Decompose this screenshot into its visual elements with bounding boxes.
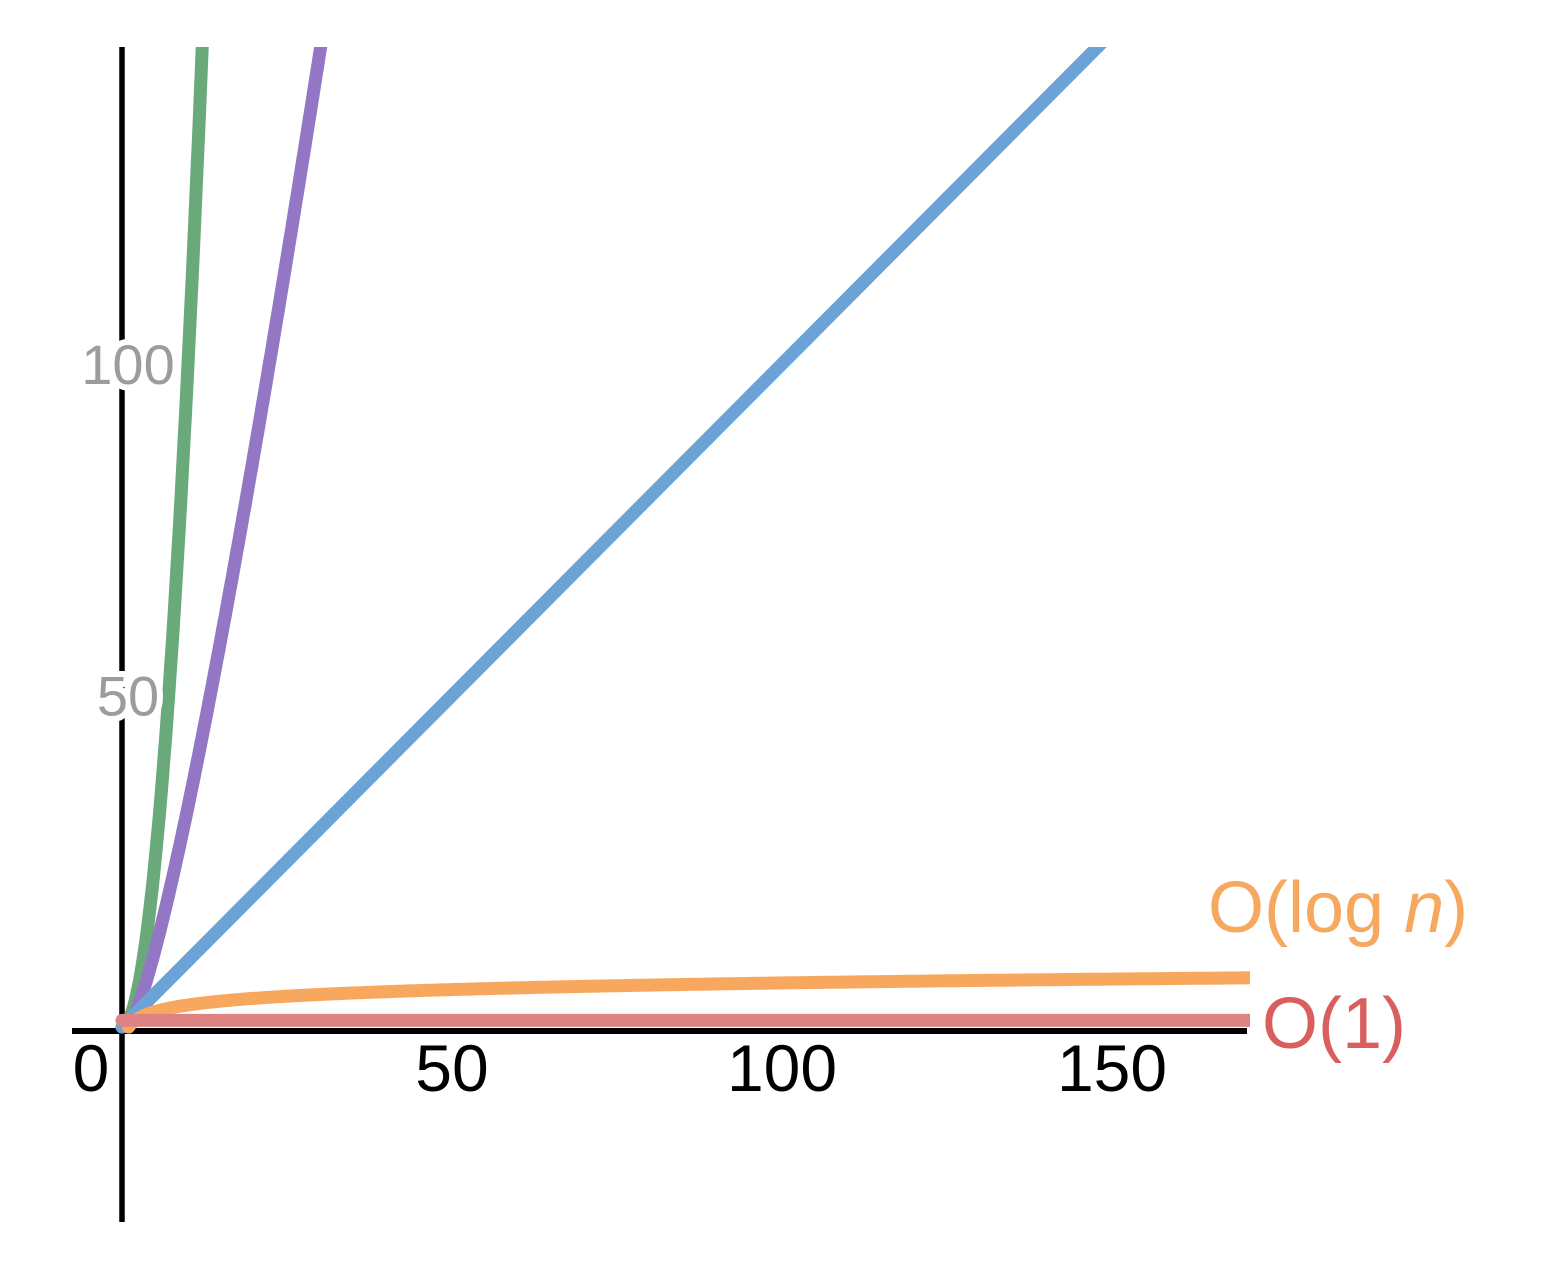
curve-label-log-n: O(log n) <box>1208 872 1468 944</box>
curve-label-log-n-prefix: O(log <box>1208 868 1405 948</box>
y-tick-label-50: 50 <box>97 665 159 728</box>
curve-label-log-n-variable: n <box>1404 868 1445 948</box>
curve-linearithmic <box>122 47 328 1034</box>
curves-group <box>115 47 1250 1034</box>
curve-label-log-n-suffix: ) <box>1444 868 1469 948</box>
curve-label-constant: O(1) <box>1262 984 1406 1064</box>
curve-logarithmic <box>122 971 1250 1034</box>
y-tick-label-100: 100 <box>81 333 174 396</box>
x-tick-label-50: 50 <box>415 1031 488 1105</box>
x-tick-label-150: 150 <box>1057 1031 1167 1105</box>
x-tick-label-0: 0 <box>73 1031 110 1105</box>
x-tick-label-100: 100 <box>727 1031 837 1105</box>
curve-quadratic <box>115 47 209 1034</box>
curve-linear <box>115 47 1107 1034</box>
